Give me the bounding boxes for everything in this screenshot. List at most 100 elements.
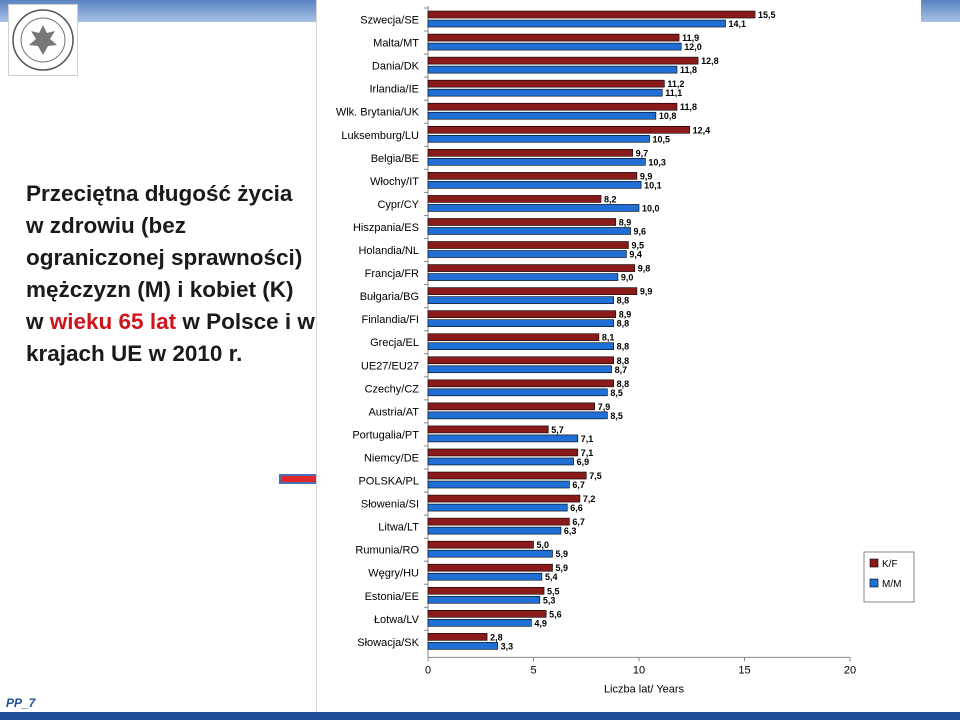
slide-footer-code: PP_7	[6, 696, 36, 710]
category-label: Cypr/CY	[377, 199, 419, 211]
bar	[427, 494, 581, 503]
data-label: 6,7	[572, 480, 585, 490]
bar	[427, 172, 638, 180]
category-label: Dania/DK	[372, 61, 420, 73]
bar	[427, 65, 678, 74]
data-label: 7,5	[589, 471, 602, 481]
data-label: 7,2	[583, 494, 596, 504]
data-label: 4,9	[534, 618, 547, 628]
data-label: 8,8	[617, 356, 630, 366]
data-label: 6,3	[564, 526, 577, 536]
data-label: 9,6	[634, 226, 647, 236]
bar-chart: Szwecja/SE 15,5 14,1 Malta/MT 11,912,0 Dania/…	[336, 6, 915, 695]
data-label: 2,8	[490, 632, 503, 642]
bar	[427, 42, 682, 51]
bar	[427, 149, 633, 157]
bar	[427, 250, 627, 258]
category-label: Estonia/EE	[365, 591, 419, 603]
bar	[427, 365, 612, 374]
data-label: 15,5	[758, 10, 776, 20]
category-label: Wlk. Brytania/UK	[336, 107, 420, 119]
data-label: 7,9	[598, 402, 611, 412]
data-label: 8,8	[617, 342, 630, 352]
data-label: 5,3	[543, 595, 556, 605]
bar	[427, 181, 642, 189]
x-tick-label: 15	[738, 664, 750, 676]
bar	[427, 296, 614, 304]
data-label: 8,1	[602, 333, 615, 343]
data-label: 9,4	[629, 250, 642, 260]
data-label: 7,1	[581, 434, 594, 444]
data-label: 5,4	[545, 572, 558, 582]
data-label: 8,8	[617, 296, 630, 306]
data-label: 8,8	[617, 379, 630, 389]
data-label: 12,4	[693, 125, 711, 135]
bar	[427, 633, 488, 641]
category-label: Łotwa/LV	[374, 614, 420, 626]
data-label: 6,7	[572, 517, 585, 527]
bar	[427, 273, 619, 281]
data-label: 5,9	[555, 549, 568, 559]
data-label: 10,1	[644, 180, 662, 190]
bar	[427, 204, 640, 212]
category-label: Niemcy/DE	[364, 452, 419, 464]
data-label: 10,0	[642, 203, 660, 213]
data-label: 7,1	[581, 448, 594, 458]
bar	[427, 125, 690, 134]
category-label: Litwa/LT	[378, 522, 419, 534]
data-label: 9,0	[621, 273, 634, 283]
bar	[427, 264, 636, 272]
data-label: 11,2	[667, 79, 684, 89]
data-label: 5,7	[551, 425, 564, 435]
slide-title: Przeciętna długość życia w zdrowiu (bez …	[26, 178, 316, 370]
category-label: Holandia/NL	[358, 245, 419, 257]
data-label: 8,9	[619, 310, 632, 320]
category-label: Irlandia/IE	[369, 84, 419, 96]
category-label: Słowacja/SK	[357, 637, 419, 649]
bar	[427, 586, 545, 595]
bar	[427, 79, 665, 88]
data-label: 9,7	[636, 148, 649, 158]
category-label: Francja/FR	[365, 268, 419, 280]
bar	[427, 572, 543, 581]
bar	[427, 642, 498, 650]
bar	[427, 195, 602, 203]
category-label: Szwecja/SE	[360, 15, 419, 27]
bar	[427, 56, 699, 65]
category-label: Finlandia/FI	[362, 314, 419, 326]
bar	[427, 10, 756, 19]
data-label: 9,8	[638, 264, 651, 274]
bar	[427, 342, 614, 351]
data-label: 3,3	[501, 641, 514, 651]
data-label: 10,8	[659, 111, 677, 121]
bar	[427, 425, 549, 434]
data-label: 6,6	[570, 503, 583, 513]
bar	[427, 241, 629, 249]
category-label: Czechy/CZ	[365, 383, 420, 395]
data-label: 9,9	[640, 171, 653, 181]
category-label: Hiszpania/ES	[353, 222, 419, 234]
university-seal-icon	[8, 4, 78, 76]
x-axis-label: Liczba lat/ Years	[604, 683, 685, 695]
x-tick-label: 5	[530, 664, 536, 676]
legend-label: M/M	[882, 579, 901, 590]
category-label: Bułgaria/BG	[360, 291, 419, 303]
bar	[427, 595, 541, 604]
slide-title-part2: w Polsce i w krajach UE w 2010 r.	[26, 309, 315, 366]
bar	[427, 549, 553, 558]
data-label: 10,3	[648, 157, 666, 167]
data-label: 8,5	[610, 388, 623, 398]
bar	[427, 227, 631, 235]
header-bar-right	[920, 0, 960, 22]
bar	[427, 503, 568, 512]
category-label: Austria/AT	[368, 406, 419, 418]
data-label: 8,2	[604, 194, 617, 204]
bar	[427, 619, 532, 627]
category-label: Luksemburg/LU	[341, 130, 419, 142]
slide-title-highlight: wieku 65 lat	[49, 309, 177, 334]
data-label: 8,5	[610, 411, 623, 421]
legend-label: K/F	[882, 559, 898, 570]
bar	[427, 411, 608, 420]
bar	[427, 310, 617, 318]
bar	[427, 102, 678, 111]
